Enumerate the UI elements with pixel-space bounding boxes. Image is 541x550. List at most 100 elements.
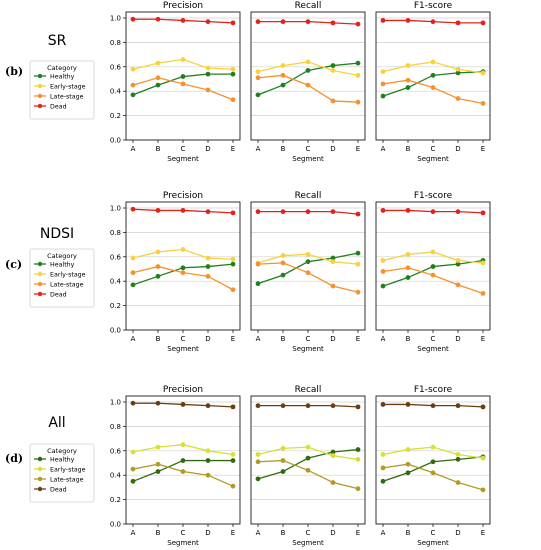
data-point — [130, 82, 136, 88]
data-point — [305, 209, 311, 215]
legend-entry-2: Late-stage — [50, 282, 84, 289]
series-early-stage — [255, 444, 361, 462]
legend-marker-3 — [37, 291, 43, 297]
data-point — [180, 18, 186, 23]
x-tick-label: B — [406, 529, 411, 537]
series-line — [382, 463, 484, 491]
data-point — [280, 253, 286, 258]
data-point — [430, 19, 436, 25]
row-label: (d) — [5, 452, 23, 465]
series-line — [382, 79, 484, 105]
data-point — [355, 250, 361, 256]
panel-title: F1-score — [414, 385, 453, 395]
data-point — [155, 75, 161, 81]
legend-entry-0: Healthy — [50, 74, 75, 81]
data-point — [480, 210, 486, 216]
series-healthy — [130, 458, 236, 484]
data-point — [305, 455, 311, 461]
data-point — [330, 20, 336, 26]
data-point — [330, 453, 336, 459]
data-point — [280, 445, 286, 451]
data-point — [355, 456, 361, 462]
data-point — [205, 209, 211, 215]
legend-entry-1: Early-stage — [50, 84, 86, 91]
series-healthy — [130, 71, 236, 98]
legend-marker-0 — [37, 456, 43, 462]
series-line — [257, 262, 359, 293]
legend-title: Category — [47, 447, 77, 455]
data-point — [230, 452, 236, 457]
data-point — [455, 70, 461, 76]
data-point — [480, 404, 486, 410]
data-point — [455, 209, 461, 215]
data-point — [330, 98, 336, 104]
x-tick-label: D — [205, 145, 210, 153]
data-point — [230, 210, 236, 216]
legend-marker-2 — [37, 281, 43, 287]
data-point — [405, 251, 411, 257]
data-point — [380, 208, 386, 213]
x-tick-label: C — [306, 529, 311, 537]
legend-title: Category — [47, 64, 77, 72]
data-point — [455, 403, 461, 409]
panel-precision: 0.0 0.2 0.4 0.6 0.8 1.0 A B C D E Precision Segment — [110, 385, 241, 547]
data-point — [330, 283, 336, 289]
data-point — [480, 455, 486, 461]
y-tick-label: 1.0 — [110, 15, 121, 23]
data-point — [130, 206, 136, 212]
series-dead — [380, 208, 486, 216]
series-early-stage — [380, 249, 486, 266]
y-tick-label: 0.6 — [110, 63, 122, 71]
data-point — [255, 261, 261, 267]
panel-title: F1-score — [414, 191, 453, 201]
x-tick-label: D — [455, 335, 460, 343]
series-late-stage — [255, 260, 361, 295]
legend-entry-1: Early-stage — [50, 272, 86, 279]
data-point — [130, 282, 136, 288]
data-point — [355, 99, 361, 105]
x-tick-label: E — [481, 335, 485, 343]
data-point — [305, 467, 311, 473]
data-point — [355, 261, 361, 267]
data-point — [255, 403, 261, 409]
data-point — [380, 81, 386, 87]
series-early-stage — [130, 442, 236, 457]
series-dead — [380, 18, 486, 26]
legend-entry-1: Early-stage — [50, 467, 86, 474]
data-point — [380, 258, 386, 263]
data-point — [330, 449, 336, 455]
x-tick-label: A — [381, 145, 386, 153]
x-tick-label: B — [281, 529, 286, 537]
x-tick-label: E — [481, 529, 485, 537]
data-point — [255, 476, 261, 482]
data-point — [355, 72, 361, 78]
panel-f1-score: A B C D E F1-score Segment — [375, 385, 491, 547]
data-point — [155, 16, 161, 22]
legend-marker-3 — [37, 103, 43, 109]
series-line — [257, 252, 359, 285]
data-point — [205, 71, 211, 77]
y-tick-label: 0.6 — [110, 253, 122, 261]
series-late-stage — [255, 458, 361, 492]
legend: Category Healthy Early-stage Late-stage Dead — [29, 60, 95, 120]
data-point — [155, 469, 161, 474]
series-healthy — [255, 447, 361, 482]
x-tick-label: E — [356, 529, 360, 537]
series-dead — [255, 19, 361, 27]
panel-f1-score: A B C D E F1-score Segment — [375, 1, 491, 163]
series-late-stage — [380, 265, 486, 296]
x-tick-label: C — [306, 145, 311, 153]
data-point — [430, 249, 436, 255]
x-tick-label: B — [406, 145, 411, 153]
legend-marker-0 — [37, 73, 43, 79]
data-point — [380, 269, 386, 274]
data-point — [230, 261, 236, 267]
y-tick-label: 0.4 — [110, 88, 122, 96]
data-point — [255, 459, 261, 465]
data-point — [130, 478, 136, 484]
data-point — [255, 209, 261, 215]
data-point — [230, 256, 236, 262]
data-point — [180, 458, 186, 463]
data-point — [455, 282, 461, 288]
series-dead — [380, 402, 486, 410]
